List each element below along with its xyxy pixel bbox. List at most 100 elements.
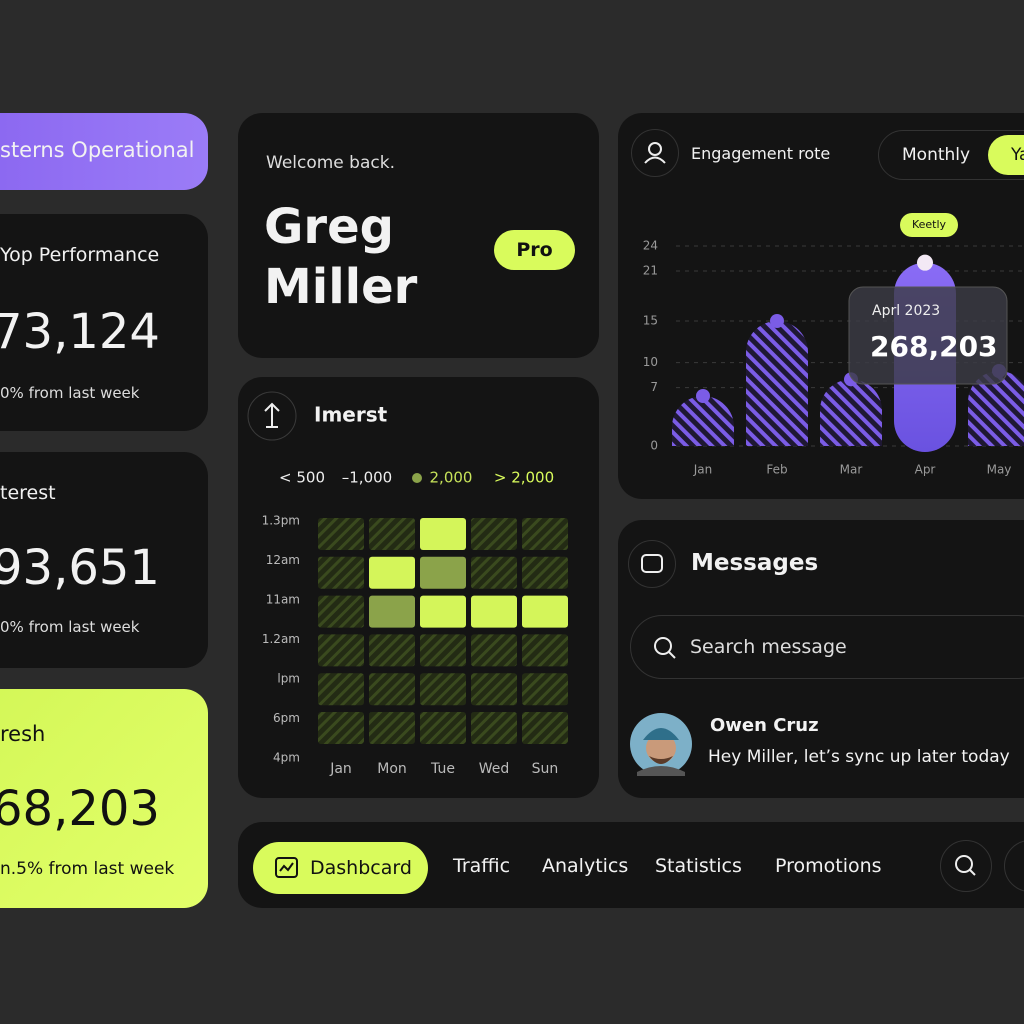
- welcome-card: Welcome back. Greg Miller Pro: [238, 113, 599, 358]
- row-label: 12am: [266, 553, 300, 567]
- heat-cell: [420, 518, 466, 550]
- user-icon: [644, 142, 666, 164]
- stat-card[interactable]: Yop Performance 73,124 0% from last week: [0, 214, 208, 431]
- bar: [820, 379, 882, 446]
- avatar: [630, 713, 692, 776]
- stat-change: n.5% from last week: [0, 859, 175, 879]
- heat-cell: [522, 556, 568, 589]
- engagement-chart: 0 7 10 15 21 24 Jan Feb Mar Apr May Keetly Aprl 20…: [643, 213, 1024, 477]
- greeting: Welcome back.: [266, 153, 395, 173]
- tooltip: [848, 286, 1008, 385]
- messages-card: Messages Search message Owen Cruz Hey Mi…: [618, 520, 1024, 798]
- y-tick-label: 7: [650, 380, 658, 394]
- heat-cell: [420, 556, 466, 589]
- tooltip-value: 268,203: [870, 330, 998, 363]
- search-box[interactable]: Search message: [630, 615, 1024, 679]
- stat-card[interactable]: resh 68,203 n.5% from last week: [0, 689, 208, 908]
- heat-cell: [318, 518, 364, 550]
- card-title: Imerst: [314, 403, 388, 427]
- stat-title: terest: [0, 482, 56, 504]
- badge-label: Keetly: [912, 218, 947, 231]
- stat-card[interactable]: terest 93,651 0% from last week: [0, 452, 208, 668]
- heat-cell: [522, 712, 568, 744]
- heatmap: Imerst < 500 –1,000 2,000 > 2,000 1.3pm 1…: [247, 391, 568, 777]
- card-title: Engagement rote: [691, 144, 831, 163]
- nav-bar: Dashbcard Traffic Analytics Statistics P…: [238, 822, 1024, 908]
- heat-cell: [369, 518, 415, 550]
- search-button[interactable]: [940, 840, 992, 892]
- icon-button[interactable]: [631, 129, 679, 177]
- heat-cell: [522, 518, 568, 550]
- toggle-option[interactable]: Monthly: [902, 145, 971, 165]
- heat-cell: [369, 634, 415, 667]
- x-tick-label: May: [987, 463, 1012, 477]
- legend-label: –1,000: [342, 469, 392, 487]
- message-icon: [641, 554, 663, 573]
- profile-button[interactable]: [1004, 840, 1024, 892]
- tooltip-date: Aprl 2023: [872, 303, 940, 319]
- message-text: Hey Miller, let’s sync up later today: [708, 747, 1010, 767]
- heat-cell: [420, 673, 466, 706]
- nav-item[interactable]: Traffic: [453, 855, 511, 877]
- stat-title: resh: [0, 722, 46, 746]
- period-toggle: Monthly Ya: [878, 130, 1024, 180]
- stat-title: Yop Performance: [0, 244, 160, 266]
- status-label: sterns Operational: [0, 138, 195, 162]
- heat-cell: [471, 673, 517, 706]
- heat-cell: [369, 556, 415, 589]
- row-label: lpm: [277, 672, 300, 686]
- legend-label: 2,000: [430, 469, 473, 487]
- heat-cell: [369, 673, 415, 706]
- row-label: 1.3pm: [262, 514, 300, 528]
- column-label: Tue: [430, 761, 455, 777]
- heat-cell: [318, 673, 364, 706]
- y-tick-label: 21: [643, 264, 658, 278]
- heat-cell: [369, 595, 415, 628]
- engagement-card: Engagement rote Monthly Ya 0 7 10 15 21 24 Jan…: [618, 113, 1024, 499]
- heat-cell: [420, 595, 466, 628]
- user-name: Miller: [264, 259, 418, 315]
- heat-cell: [522, 595, 568, 628]
- heat-cell: [471, 595, 517, 628]
- dashboard-icon: [275, 857, 298, 878]
- x-tick-label: Feb: [766, 463, 787, 477]
- nav-item[interactable]: Promotions: [775, 855, 882, 877]
- bar-marker: [917, 254, 933, 271]
- row-label: 11am: [266, 593, 300, 607]
- legend-label: > 2,000: [494, 469, 554, 487]
- bar: [746, 321, 808, 446]
- bar-marker: [696, 389, 710, 403]
- icon-button[interactable]: [247, 391, 297, 441]
- x-tick-label: Mar: [840, 463, 863, 477]
- y-tick-label: 24: [643, 239, 658, 253]
- icon-button[interactable]: [628, 540, 676, 588]
- toggle-option[interactable]: Ya: [988, 135, 1024, 175]
- stat-value: 68,203: [0, 781, 160, 837]
- nav-item[interactable]: Analytics: [542, 855, 629, 877]
- heatmap-card: Imerst < 500 –1,000 2,000 > 2,000 1.3pm 1…: [238, 377, 599, 798]
- bar: [672, 396, 734, 446]
- stat-change: 0% from last week: [0, 384, 140, 402]
- heat-cell: [522, 673, 568, 706]
- nav-item[interactable]: Statistics: [655, 855, 742, 877]
- badge: [900, 213, 958, 237]
- column-label: Sun: [532, 761, 559, 777]
- plan-badge: Pro: [494, 230, 575, 270]
- y-tick-label: 15: [643, 314, 658, 328]
- card-title: Messages: [691, 550, 819, 576]
- heat-cell: [318, 712, 364, 744]
- x-tick-label: Jan: [693, 463, 713, 477]
- sender-name: Owen Cruz: [710, 715, 819, 736]
- status-banner[interactable]: sterns Operational: [0, 113, 208, 190]
- user-name: Greg: [264, 199, 394, 255]
- icon: [264, 402, 280, 428]
- row-label: 4pm: [273, 751, 300, 765]
- legend-label: < 500: [279, 469, 325, 487]
- heat-cell: [471, 556, 517, 589]
- heat-cell: [471, 712, 517, 744]
- column-label: Mon: [377, 761, 407, 777]
- bar: [968, 371, 1024, 446]
- stat-value: 73,124: [0, 304, 160, 360]
